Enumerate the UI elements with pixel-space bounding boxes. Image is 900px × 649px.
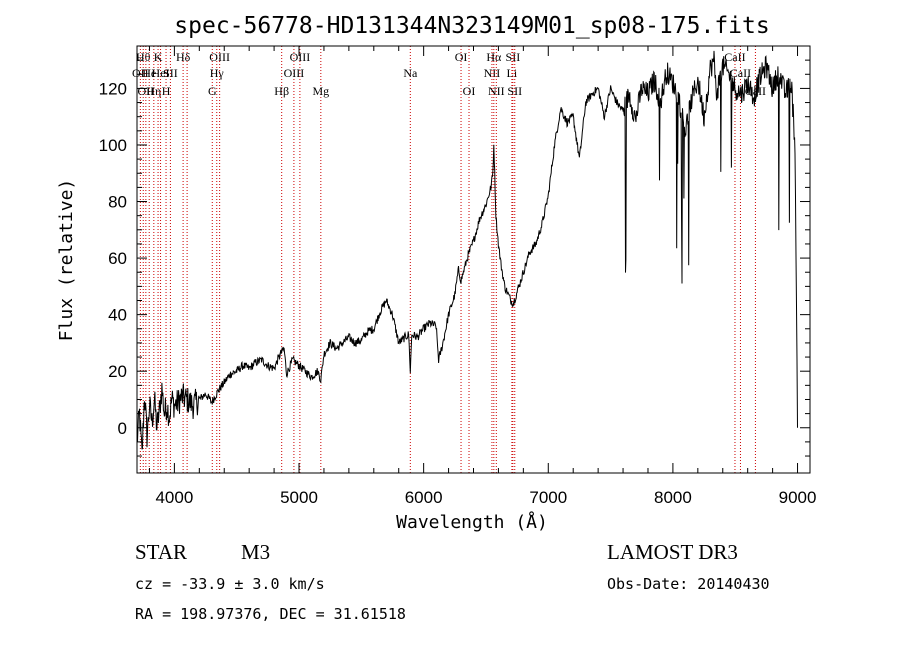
line-marker-label: OIII bbox=[209, 50, 230, 64]
line-marker-label: OIII bbox=[290, 50, 311, 64]
line-marker-label: SII bbox=[163, 66, 178, 80]
line-marker-label: OII bbox=[138, 84, 155, 98]
x-tick-label: 5000 bbox=[280, 488, 318, 507]
line-marker-label: CaII bbox=[724, 50, 745, 64]
line-marker-label: SII bbox=[506, 50, 521, 64]
x-tick-label: 8000 bbox=[654, 488, 692, 507]
line-marker-layer: OIIHθOIIHeHηKHeIHSIIHδGHγOIIIHβOIIIOIIIM… bbox=[132, 46, 766, 473]
y-tick-label: 20 bbox=[108, 362, 127, 381]
y-tick-label: 40 bbox=[108, 306, 127, 325]
line-marker-label: HeI bbox=[152, 66, 170, 80]
line-marker-label: SII bbox=[507, 84, 522, 98]
star-subclass: M3 bbox=[241, 540, 271, 564]
axis-layer: 4000 5000 6000 7000 8000 9000 0 20 40 60 80 100 120 bbox=[99, 46, 817, 507]
x-axis-label: Wavelength (Å) bbox=[396, 511, 548, 533]
line-marker-label: K bbox=[154, 50, 163, 64]
line-marker-label: G bbox=[208, 84, 217, 98]
spectrum-line bbox=[136, 50, 798, 450]
survey-name: LAMOST DR3 bbox=[607, 540, 738, 564]
line-marker-label: Li bbox=[507, 66, 518, 80]
plot-frame bbox=[136, 45, 811, 474]
y-tick-label: 120 bbox=[99, 79, 127, 98]
line-marker-label: Mg bbox=[312, 84, 329, 98]
x-tick-label: 6000 bbox=[405, 488, 443, 507]
spectrum-layer bbox=[136, 50, 798, 450]
star-class: STAR bbox=[135, 540, 187, 564]
line-marker-label: NII bbox=[488, 84, 505, 98]
line-marker-label: Hδ bbox=[176, 50, 191, 64]
chart-title: spec-56778-HD131344N323149M01_sp08-175.f… bbox=[174, 13, 769, 39]
y-tick-label: 100 bbox=[99, 136, 127, 155]
x-tick-label: 4000 bbox=[155, 488, 193, 507]
line-marker-label: Hβ bbox=[274, 84, 289, 98]
line-marker-label: OI bbox=[455, 50, 468, 64]
line-marker-label: Hη bbox=[146, 84, 161, 98]
x-tick-label: 7000 bbox=[529, 488, 567, 507]
line-marker-label: OIII bbox=[284, 66, 305, 80]
line-marker-label: He bbox=[142, 66, 156, 80]
coordinates: RA = 198.97376, DEC = 31.61518 bbox=[135, 605, 406, 623]
redshift-readout: cz = -33.9 ± 3.0 km/s bbox=[135, 575, 325, 593]
line-marker-label: H bbox=[162, 84, 171, 98]
y-tick-label: 0 bbox=[118, 419, 127, 438]
y-tick-label: 80 bbox=[108, 193, 127, 212]
line-marker-label: Hγ bbox=[210, 66, 225, 80]
line-marker-label: Hθ bbox=[136, 50, 151, 64]
line-marker-label: CaII bbox=[730, 66, 751, 80]
y-tick-label: 60 bbox=[108, 249, 127, 268]
line-marker-label: Hα bbox=[486, 50, 502, 64]
line-marker-label: Na bbox=[403, 66, 418, 80]
line-marker-label: OI bbox=[463, 84, 476, 98]
line-marker-label: NII bbox=[484, 66, 501, 80]
obs-date: Obs-Date: 20140430 bbox=[607, 575, 770, 593]
y-axis-label: Flux (relative) bbox=[56, 179, 77, 342]
line-marker-label: OII bbox=[132, 66, 149, 80]
x-tick-label: 9000 bbox=[779, 488, 817, 507]
